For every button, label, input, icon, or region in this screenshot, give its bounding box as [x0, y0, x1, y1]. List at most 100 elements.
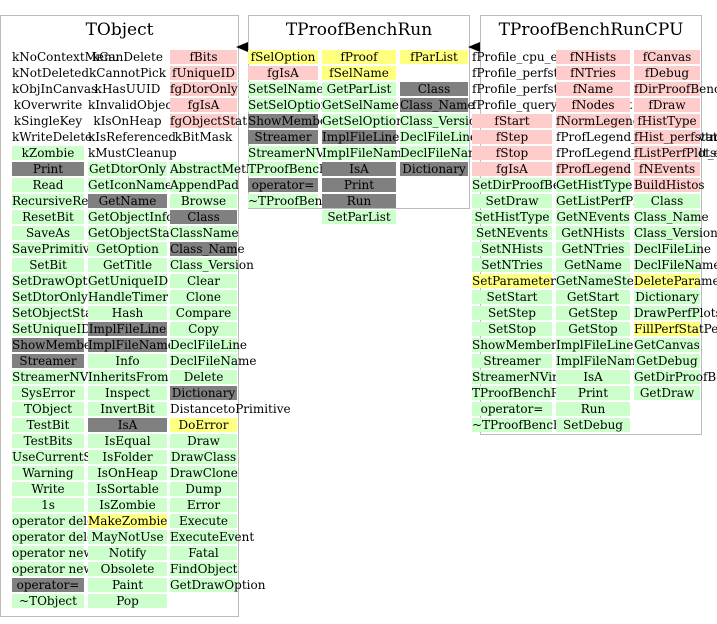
member-cell: ImplFileLine [88, 322, 167, 336]
member-cell: Read [12, 178, 84, 192]
member-cell: kNoContextMenu [12, 50, 120, 64]
member-cell: Error [170, 498, 237, 512]
member-cell: FillPerfStatPerfPlots [634, 322, 717, 336]
member-cell: SetSelName [248, 82, 323, 96]
member-cell: fParList [400, 50, 468, 64]
member-cell: Class_Name [170, 242, 245, 256]
member-cell: operator= [472, 402, 552, 416]
member-cell: TestBit [12, 418, 84, 432]
member-label: kNoContextMenu [12, 50, 120, 64]
member-label: operator= [16, 578, 80, 592]
member-cell: TObject [12, 402, 84, 416]
member-label: fName [572, 82, 614, 96]
member-cell: GetListPerfPlots [556, 194, 655, 208]
member-label: kOverwrite [13, 98, 83, 112]
member-label: IsA [583, 370, 603, 384]
member-cell: fStep [472, 130, 552, 144]
member-cell: SetBit [12, 258, 84, 272]
member-cell: SetNHists [472, 242, 552, 256]
member-cell: fDebug [634, 66, 700, 80]
member-cell: Warning [12, 466, 84, 480]
member-cell: kObjInCanvas [12, 82, 97, 96]
member-label: Dump [185, 482, 222, 496]
member-label: GetUniqueID [88, 274, 169, 288]
member-label: AppendPad [170, 178, 239, 192]
member-label: GetSelOption [322, 114, 404, 128]
member-cell: InvertBit [88, 402, 167, 416]
member-label: SaveAs [25, 226, 71, 240]
member-cell: IsA [322, 162, 396, 176]
member-label: kHasUUID [94, 82, 161, 96]
member-label: Dictionary [402, 162, 466, 176]
member-cell: SetNEvents [472, 226, 552, 240]
member-cell: kHasUUID [88, 82, 167, 96]
member-cell: fgIsA [472, 162, 552, 176]
member-cell: GetDebug [634, 354, 700, 368]
member-cell: Dictionary [634, 290, 700, 304]
member-cell: fgDtorOnly [170, 82, 238, 96]
member-label: kObjInCanvas [12, 82, 98, 96]
member-label: SetObjectStat [12, 306, 98, 320]
member-label: GetStep [568, 306, 618, 320]
member-label: Print [343, 178, 375, 192]
member-cell: SetHistType [472, 210, 552, 224]
member-cell: GetStep [556, 306, 630, 320]
member-cell: Delete [170, 370, 237, 384]
member-label: fgIsA [187, 98, 220, 112]
member-cell: ResetBit [12, 210, 84, 224]
member-label: GetDrawOption [170, 578, 266, 592]
member-cell: GetIconName [88, 178, 172, 192]
member-cell: TestBits [12, 434, 84, 448]
member-cell: Class_Version [170, 258, 254, 272]
member-label: Notify [108, 546, 147, 560]
member-label: SetDebug [563, 418, 623, 432]
member-cell: fCanvas [634, 50, 700, 64]
member-label: DeclFileLine [400, 130, 478, 144]
member-label: fSelOption [250, 50, 316, 64]
member-cell: GetDtorOnly [88, 162, 167, 176]
member-cell: SetDirProofBench [472, 178, 582, 192]
member-cell: IsA [88, 418, 167, 432]
member-cell: SetNTries [472, 258, 552, 272]
member-label: IsA [349, 162, 369, 176]
member-cell: Compare [170, 306, 237, 320]
member-cell: SetObjectStat [12, 306, 97, 320]
member-cell: DeleteParameters [634, 274, 717, 288]
member-label: fNodes [571, 98, 615, 112]
member-label: TestBits [23, 434, 73, 448]
member-label: kWriteDelete [12, 130, 93, 144]
member-cell: fgIsA [170, 98, 237, 112]
member-label: Dictionary [171, 386, 236, 400]
member-cell: ImplFileName [322, 146, 409, 160]
member-cell: SetDraw [472, 194, 552, 208]
member-cell: ImplFileName [88, 338, 175, 352]
member-cell: ShowMembers [12, 338, 103, 352]
member-cell: fProfLegend_perfstat_evtmax [556, 130, 717, 144]
member-cell: DeclFileLine [400, 130, 477, 144]
member-label: AbstractMethod [170, 162, 269, 176]
member-label: GetObjectInfo [88, 210, 174, 224]
member-label: IsFolder [102, 450, 153, 464]
member-cell: operator delete [12, 514, 106, 528]
member-label: DeleteParameters [634, 274, 717, 288]
member-label: GetDirProofBench [634, 370, 717, 384]
member-label: IsOnHeap [97, 466, 158, 480]
member-cell: fProfile_queryresult_event [472, 98, 632, 112]
member-label: fHist_perfstat_event [634, 130, 717, 144]
member-cell: DeclFileLine [634, 242, 711, 256]
member-label: DrawPerfPlots [634, 306, 717, 320]
member-cell: DeclFileName [400, 146, 487, 160]
member-cell: operator= [12, 578, 84, 592]
member-cell: GetCanvas [634, 338, 700, 352]
member-cell: kOverwrite [12, 98, 84, 112]
member-cell: GetNameStem [556, 274, 645, 288]
member-cell: ShowMembers [472, 338, 563, 352]
member-label: DeclFileName [170, 354, 257, 368]
member-label: ImplFileName [88, 338, 175, 352]
member-label: DistancetoPrimitive [170, 402, 291, 416]
member-label: SetSelName [248, 82, 324, 96]
member-label: Class [417, 82, 451, 96]
member-label: GetNTries [561, 242, 625, 256]
member-label: fProof [340, 50, 378, 64]
member-cell: SetDebug [556, 418, 630, 432]
